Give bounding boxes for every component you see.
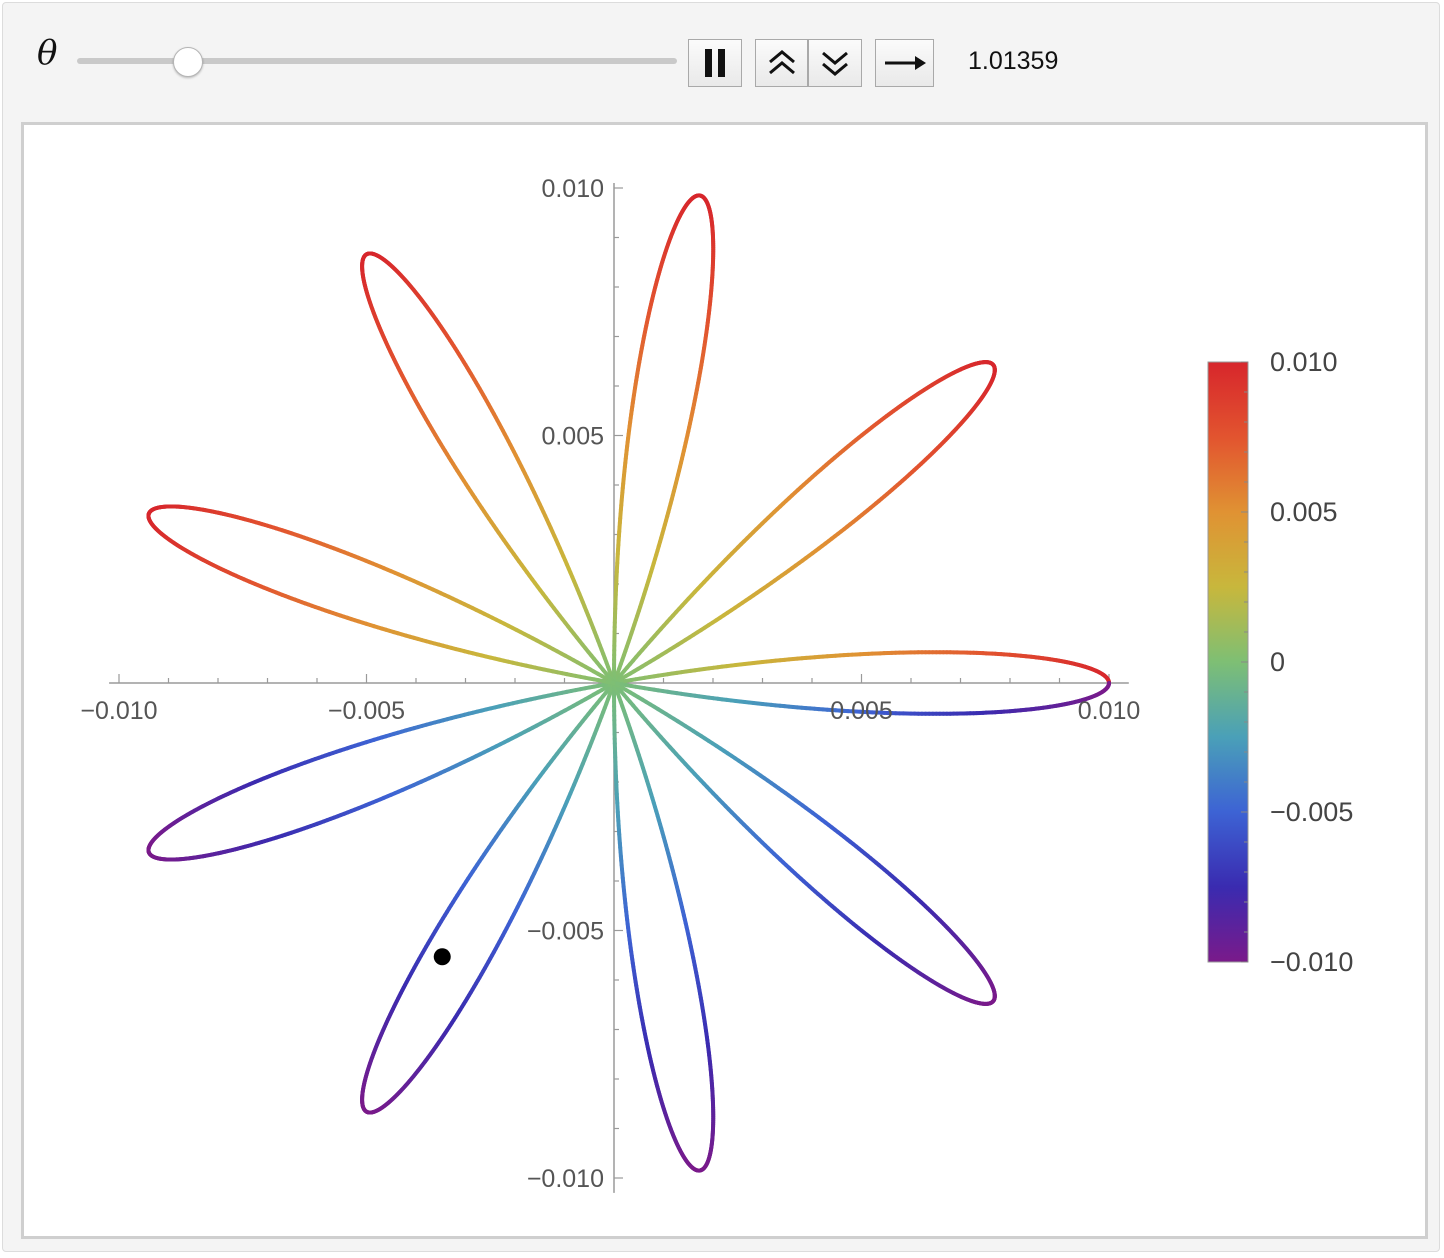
colorbar-tick-label: −0.010 [1270, 947, 1353, 977]
theta-slider[interactable] [77, 58, 677, 64]
control-bar: θ 1.01359 [3, 3, 1441, 113]
theta-label: θ [37, 33, 58, 73]
double-chevron-down-icon [822, 51, 848, 76]
tick-labels: −0.010 −0.005 0.005 0.010 0.010 0.005 −0.005 −0… [80, 175, 1140, 1193]
rose-chart: −0.010 −0.005 0.005 0.010 0.010 0.005 −0.005 −0… [80, 175, 1353, 1193]
colorbar-tick-label: −0.005 [1270, 797, 1353, 827]
slider-thumb[interactable] [173, 47, 203, 77]
pause-icon [705, 49, 725, 77]
theta-value: 1.01359 [968, 47, 1059, 75]
double-chevron-up-icon [768, 50, 795, 75]
rose-curve [146, 193, 1111, 1173]
x-tick-label: −0.010 [80, 697, 157, 725]
colorbar-tick-label: 0.010 [1270, 347, 1338, 377]
faster-button[interactable] [755, 39, 808, 87]
slower-button[interactable] [808, 39, 862, 87]
x-tick-label: −0.005 [328, 697, 405, 725]
colorbar-tick-label: 0.005 [1270, 497, 1338, 527]
y-tick-label: −0.005 [527, 918, 604, 946]
arrow-right-icon [884, 56, 926, 70]
position-marker [433, 948, 451, 966]
y-tick-label: 0.010 [541, 175, 604, 203]
x-tick-label: 0.005 [830, 697, 893, 725]
plot-area: −0.010 −0.005 0.005 0.010 0.010 0.005 −0.005 −0… [21, 122, 1428, 1239]
y-tick-label: 0.005 [541, 423, 604, 451]
color-legend: 0.010 0.005 0 −0.005 −0.010 [1207, 347, 1353, 977]
colorbar-tick-label: 0 [1270, 647, 1285, 677]
y-tick-label: −0.010 [527, 1165, 604, 1193]
x-tick-label: 0.010 [1078, 697, 1141, 725]
pause-button[interactable] [688, 39, 742, 87]
direction-button[interactable] [875, 39, 934, 87]
